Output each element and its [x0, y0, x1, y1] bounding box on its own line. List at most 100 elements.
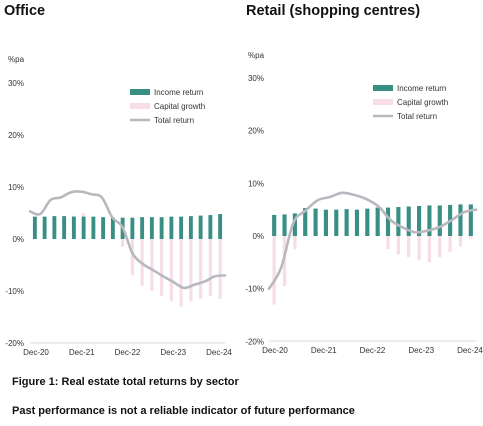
office-income-return-bar — [42, 216, 47, 239]
office-x-tick-label: Dec-24 — [206, 348, 232, 357]
office-income-return-bar — [140, 217, 145, 239]
retail-income-return-bar — [437, 205, 442, 236]
office-legend-swatch-income-return — [130, 89, 150, 95]
office-income-return-bar — [101, 217, 106, 239]
office-legend-label: Total return — [154, 116, 194, 125]
retail-y-tick-label: 10% — [248, 179, 264, 188]
office-capital-growth-bar — [160, 239, 164, 297]
disclaimer-text: Past performance is not a reliable indic… — [12, 405, 355, 417]
office-income-return-bar — [188, 216, 193, 239]
retail-y-tick-label: -10% — [245, 285, 264, 294]
retail-income-return-bar — [385, 207, 391, 236]
retail-income-return-bar — [417, 205, 422, 236]
retail-total-return-line — [267, 191, 478, 290]
office-capital-growth-bar — [189, 239, 193, 302]
retail-y-tick-label: 0% — [252, 232, 264, 241]
office-y-tick-label: 20% — [8, 131, 24, 140]
office-income-return-bar — [208, 215, 213, 239]
retail-y-tick-label: 30% — [248, 74, 264, 83]
office-capital-growth-bar — [179, 239, 183, 307]
office-total-return-line — [28, 190, 227, 290]
retail-y-axis-label: %pa — [248, 51, 265, 60]
figure-caption: Figure 1: Real estate total returns by s… — [12, 376, 239, 388]
retail-income-return-bar — [458, 204, 463, 236]
retail-x-tick-label: Dec-20 — [262, 346, 288, 355]
retail-x-tick-label: Dec-21 — [311, 346, 337, 355]
office-legend-swatch-capital-growth — [130, 103, 150, 109]
office-income-return-bar — [179, 216, 184, 239]
office-income-return-bar — [91, 216, 96, 239]
retail-income-return-bar — [344, 209, 349, 236]
office-y-tick-label: 30% — [8, 79, 24, 88]
retail-capital-growth-bar — [469, 236, 473, 239]
office-income-return-bar — [62, 216, 67, 239]
retail-income-return-bar — [365, 208, 370, 236]
retail-income-return-bar — [396, 207, 401, 236]
retail-income-return-bar — [406, 206, 411, 236]
office-capital-growth-bar — [199, 239, 203, 299]
office-capital-growth-bar — [218, 239, 222, 299]
retail-legend-swatch-income-return — [373, 85, 393, 91]
retail-capital-growth-bar — [458, 236, 463, 247]
office-income-return-bar — [52, 216, 57, 239]
retail-income-return-bar — [375, 207, 380, 236]
office-income-return-bar — [110, 217, 115, 239]
retail-chart-title: Retail (shopping centres) — [246, 3, 421, 19]
retail-income-return-bar — [292, 213, 297, 236]
office-capital-growth-bar — [208, 239, 212, 297]
retail-income-return-bar — [427, 205, 432, 236]
office-capital-growth-bar — [121, 239, 125, 247]
office-y-tick-label: -20% — [5, 339, 24, 348]
retail-capital-growth-bar — [272, 236, 276, 305]
office-income-return-bar — [169, 216, 174, 239]
office-capital-growth-bar — [169, 239, 173, 302]
office-chart-title: Office — [4, 3, 46, 19]
retail-capital-growth-bar — [448, 236, 452, 252]
office-x-tick-label: Dec-20 — [23, 348, 49, 357]
retail-legend-label: Total return — [397, 112, 437, 121]
retail-legend-swatch-capital-growth — [373, 99, 393, 105]
retail-capital-growth-bar — [407, 236, 411, 258]
retail-x-tick-label: Dec-23 — [408, 346, 434, 355]
office-capital-growth-bar — [111, 239, 115, 240]
office-capital-growth-bar — [130, 239, 134, 276]
retail-income-return-bar — [303, 208, 308, 236]
retail-x-tick-label: Dec-24 — [457, 346, 483, 355]
office-y-tick-label: 0% — [12, 235, 24, 244]
retail-capital-growth-bar — [396, 236, 401, 255]
office-income-return-bar — [149, 217, 154, 239]
retail-legend-label: Capital growth — [397, 98, 448, 107]
office-legend-label: Capital growth — [154, 102, 205, 111]
retail-income-return-bar — [334, 209, 339, 236]
retail-legend-label: Income return — [397, 84, 446, 93]
office-capital-growth-bar — [150, 239, 154, 291]
retail-income-return-bar — [313, 208, 318, 236]
office-legend-label: Income return — [154, 88, 203, 97]
office-income-return-bar — [130, 217, 135, 239]
office-income-return-bar — [198, 215, 203, 239]
retail-income-return-bar — [323, 209, 328, 236]
retail-income-return-bar — [468, 204, 473, 236]
retail-capital-growth-bar — [438, 236, 442, 258]
retail-y-tick-label: -20% — [245, 337, 264, 346]
office-x-tick-label: Dec-22 — [115, 348, 141, 357]
office-y-axis-label: %pa — [8, 55, 25, 64]
retail-capital-growth-bar — [386, 236, 390, 250]
office-y-tick-label: -10% — [5, 287, 24, 296]
retail-income-return-bar — [282, 214, 287, 236]
retail-capital-growth-bar — [417, 236, 421, 260]
retail-capital-growth-bar — [293, 236, 297, 250]
office-y-tick-label: 10% — [8, 183, 24, 192]
office-income-return-bar — [32, 216, 37, 239]
office-income-return-bar — [71, 216, 76, 239]
office-income-return-bar — [81, 216, 86, 239]
office-income-return-bar — [218, 214, 223, 239]
office-x-tick-label: Dec-21 — [69, 348, 95, 357]
retail-income-return-bar — [272, 214, 277, 236]
retail-x-tick-label: Dec-22 — [360, 346, 386, 355]
retail-income-return-bar — [354, 209, 360, 236]
retail-capital-growth-bar — [427, 236, 432, 263]
office-income-return-bar — [159, 217, 164, 239]
office-x-tick-label: Dec-23 — [160, 348, 186, 357]
